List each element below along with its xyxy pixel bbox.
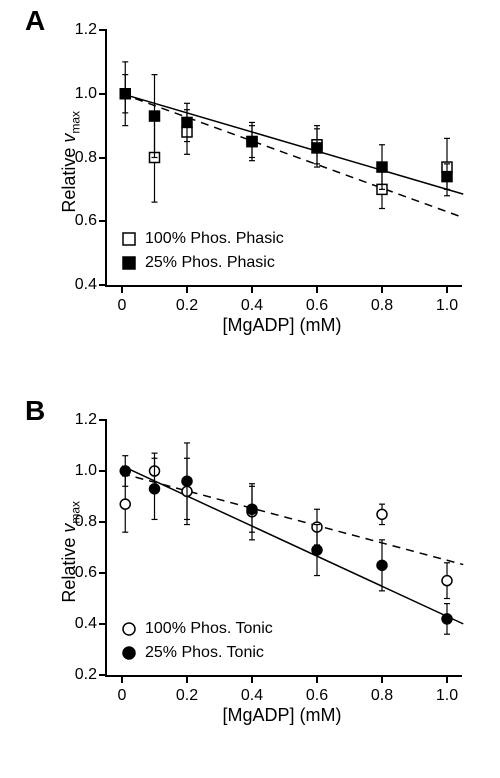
- xtick: [186, 675, 188, 683]
- ytick: [99, 674, 107, 676]
- ytick: [99, 284, 107, 286]
- xtick-label: 0.6: [306, 297, 328, 315]
- xtick: [251, 675, 253, 683]
- panel-b: B 0.20.40.60.81.01.200.20.40.60.81.0100%…: [30, 400, 470, 750]
- ytick-label: 1.2: [62, 411, 97, 429]
- ytick-label: 0.6: [62, 212, 97, 230]
- legend-row: 100% Phos. Phasic: [119, 227, 284, 251]
- legend-row: 100% Phos. Tonic: [119, 617, 273, 641]
- ylabel-a: Relative vmax: [59, 111, 83, 213]
- xtick: [186, 285, 188, 293]
- xtick: [381, 285, 383, 293]
- panel-a: A 0.40.60.81.01.200.20.40.60.81.0100% Ph…: [30, 10, 470, 360]
- ylabel-b: Relative vmax: [59, 501, 83, 603]
- legend-marker: [119, 622, 139, 636]
- ytick-label: 1.2: [62, 21, 97, 39]
- legend: 100% Phos. Tonic 25% Phos. Tonic: [119, 617, 273, 665]
- xtick: [121, 285, 123, 293]
- ytick: [99, 29, 107, 31]
- xlabel-a: [MgADP] (mM): [223, 315, 342, 336]
- ytick-label: 1.0: [62, 85, 97, 103]
- plot-area-a: 0.40.60.81.01.200.20.40.60.81.0100% Phos…: [105, 30, 462, 287]
- legend-label: 100% Phos. Tonic: [145, 620, 273, 638]
- ylabel-a-sub: max: [69, 111, 83, 134]
- ytick-label: 0.4: [62, 276, 97, 294]
- legend-marker: [119, 232, 139, 246]
- xtick-label: 0: [118, 297, 127, 315]
- ytick: [99, 93, 107, 95]
- legend: 100% Phos. Phasic 25% Phos. Phasic: [119, 227, 284, 275]
- figure: A 0.40.60.81.01.200.20.40.60.81.0100% Ph…: [0, 0, 500, 778]
- ylabel-a-var: v: [59, 134, 79, 143]
- ylabel-a-pre: Relative: [59, 143, 79, 213]
- data-marker: [247, 137, 257, 147]
- data-marker: [150, 111, 160, 121]
- ytick: [99, 157, 107, 159]
- legend-row: 25% Phos. Phasic: [119, 251, 284, 275]
- plot-area-b: 0.20.40.60.81.01.200.20.40.60.81.0100% P…: [105, 420, 462, 677]
- xtick-label: 0.2: [176, 687, 198, 705]
- xtick-label: 0: [118, 687, 127, 705]
- fit-line: [122, 94, 463, 218]
- xtick: [121, 675, 123, 683]
- ytick: [99, 419, 107, 421]
- data-marker: [120, 466, 130, 476]
- xlabel-b: [MgADP] (mM): [223, 705, 342, 726]
- ytick-label: 0.2: [62, 666, 97, 684]
- panel-b-label: B: [25, 395, 45, 427]
- legend-marker: [119, 646, 139, 660]
- legend-row: 25% Phos. Tonic: [119, 641, 273, 665]
- xtick-label: 0.2: [176, 297, 198, 315]
- data-marker: [442, 614, 452, 624]
- data-marker: [182, 476, 192, 486]
- fit-line: [122, 94, 463, 194]
- xtick-label: 0.6: [306, 687, 328, 705]
- data-marker: [312, 143, 322, 153]
- ylabel-b-sub: max: [69, 501, 83, 524]
- xtick: [381, 675, 383, 683]
- xtick: [316, 285, 318, 293]
- ytick: [99, 220, 107, 222]
- data-marker: [247, 504, 257, 514]
- legend-label: 25% Phos. Phasic: [145, 254, 275, 272]
- xtick-label: 1.0: [436, 687, 458, 705]
- data-marker: [120, 499, 130, 509]
- ytick-label: 0.4: [62, 615, 97, 633]
- xtick: [251, 285, 253, 293]
- ylabel-b-pre: Relative: [59, 533, 79, 603]
- ytick: [99, 470, 107, 472]
- xtick-label: 0.8: [371, 687, 393, 705]
- xtick-label: 0.4: [241, 297, 263, 315]
- data-marker: [442, 172, 452, 182]
- ytick: [99, 521, 107, 523]
- xtick-label: 0.8: [371, 297, 393, 315]
- fit-line: [122, 474, 463, 565]
- data-marker: [312, 545, 322, 555]
- data-marker: [377, 560, 387, 570]
- ytick: [99, 572, 107, 574]
- xtick: [316, 675, 318, 683]
- ytick: [99, 623, 107, 625]
- legend-label: 100% Phos. Phasic: [145, 230, 284, 248]
- xtick-label: 1.0: [436, 297, 458, 315]
- fit-line: [122, 466, 463, 624]
- xtick: [446, 285, 448, 293]
- xtick: [446, 675, 448, 683]
- xtick-label: 0.4: [241, 687, 263, 705]
- data-marker: [442, 576, 452, 586]
- data-marker: [120, 89, 130, 99]
- data-marker: [182, 117, 192, 127]
- legend-marker: [119, 256, 139, 270]
- panel-a-label: A: [25, 5, 45, 37]
- ylabel-b-var: v: [59, 524, 79, 533]
- ytick-label: 1.0: [62, 462, 97, 480]
- legend-label: 25% Phos. Tonic: [145, 644, 264, 662]
- data-marker: [150, 484, 160, 494]
- data-marker: [377, 162, 387, 172]
- data-marker: [377, 509, 387, 519]
